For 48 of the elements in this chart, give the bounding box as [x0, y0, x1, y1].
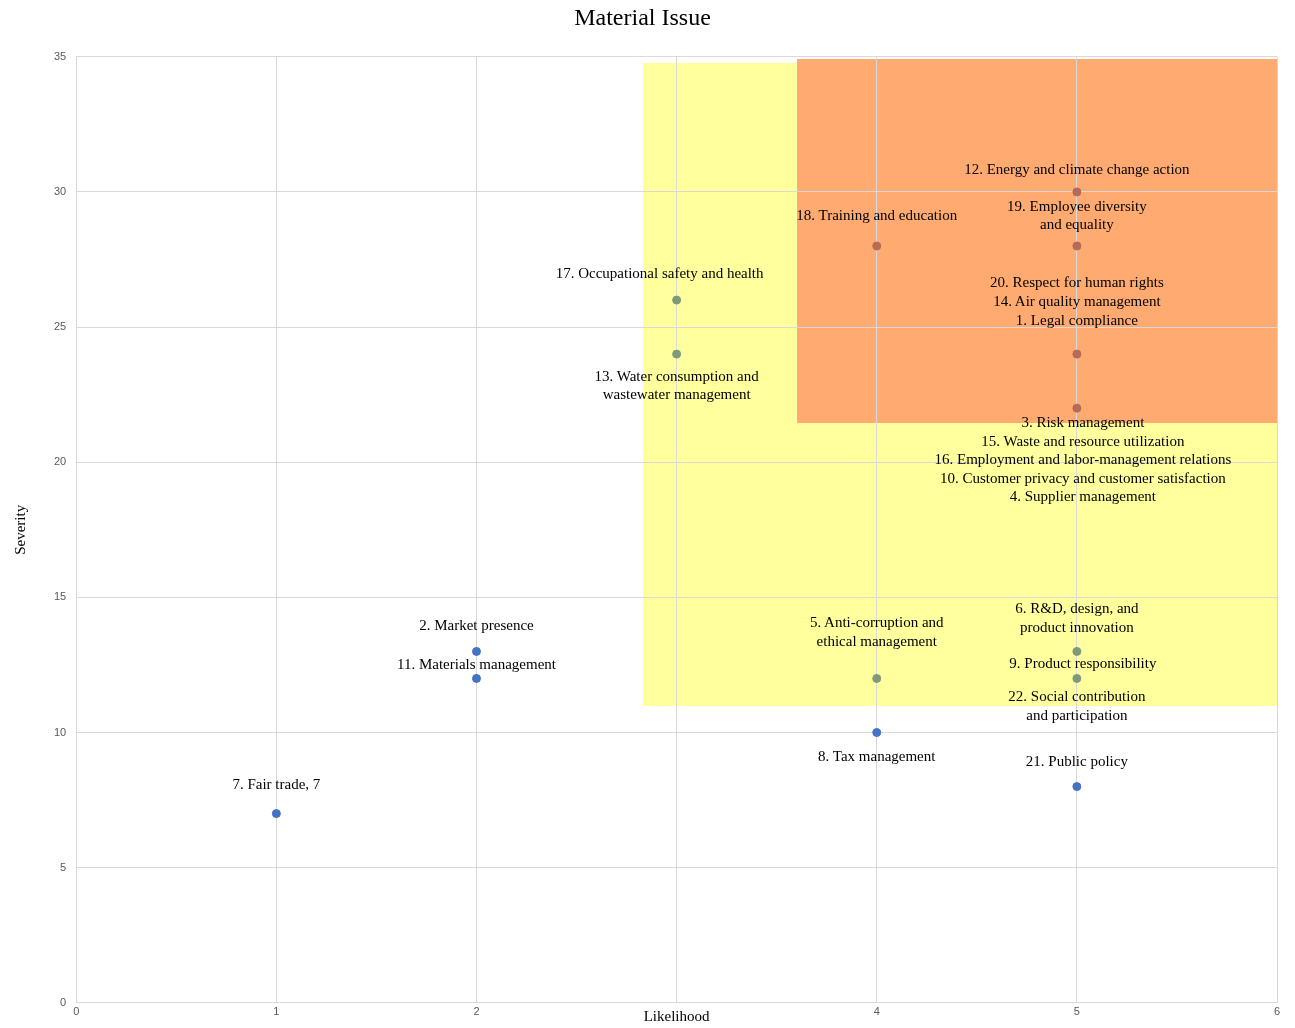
- x-tick-label: 0: [73, 1005, 80, 1018]
- annotation: 13. Water consumption and wastewater management: [594, 367, 760, 403]
- annotation: 19. Employee diversity and equality: [1007, 197, 1148, 233]
- x-tick-label: 6: [1273, 1005, 1281, 1018]
- point: [1072, 187, 1082, 197]
- annotation: 22. Social contribution and participation: [1008, 688, 1146, 723]
- annotation: 12. Energy and climate change action: [964, 160, 1191, 177]
- point: [672, 349, 682, 359]
- annotation: 7. Fair trade, 7: [232, 775, 321, 792]
- annotation: 6. R&D, design, and product innovation: [1015, 600, 1140, 635]
- point: [1072, 646, 1082, 656]
- point: [872, 728, 882, 738]
- y-tick-label: 15: [53, 590, 67, 603]
- y-tick-label: 0: [60, 995, 67, 1008]
- x-tick-label: 1: [273, 1005, 280, 1018]
- y-tick-label: 10: [53, 725, 67, 738]
- point: [1072, 349, 1082, 359]
- point: [1072, 241, 1082, 251]
- point: [1072, 782, 1082, 792]
- annotation: 8. Tax management: [818, 748, 937, 765]
- annotation: 20. Respect for human rights 14. Air quality management 1. Legal compliance: [990, 274, 1164, 328]
- annotation: 2. Market presence: [419, 617, 535, 634]
- x-axis-title: Likelihood: [643, 1007, 711, 1024]
- y-tick-label: 20: [53, 455, 67, 468]
- x-tick-label: 2: [473, 1005, 480, 1018]
- annotation: 18. Training and education: [796, 206, 958, 223]
- x-tick-label: 5: [1073, 1005, 1080, 1018]
- annotation: 21. Public policy: [1025, 752, 1129, 769]
- y-axis-title: Severity: [11, 504, 28, 555]
- point: [471, 646, 481, 656]
- y-tick-label: 35: [53, 49, 67, 62]
- annotation: 17. Occupational safety and health: [555, 264, 765, 281]
- annotation: 3. Risk management 15. Waste and resource utilization 16. Employment and labor-management relations 10. Customer privacy and customer satisfaction 4. Supplier management: [934, 413, 1232, 505]
- point: [872, 241, 882, 251]
- x-tick-label: 4: [873, 1005, 880, 1018]
- annotation: 9. Product responsibility: [1009, 655, 1157, 672]
- point: [271, 809, 281, 819]
- point: [1072, 673, 1082, 683]
- point: [872, 673, 882, 683]
- chart-title: Material Issue: [574, 3, 711, 30]
- point: [1072, 403, 1082, 413]
- point: [672, 295, 682, 305]
- y-tick-label: 30: [53, 184, 67, 197]
- y-tick-label: 25: [53, 320, 67, 333]
- y-tick-label: 5: [60, 860, 67, 873]
- point: [471, 673, 481, 683]
- annotation: 5. Anti-corruption and ethical management: [809, 614, 945, 649]
- annotation: 11. Materials management: [397, 656, 557, 673]
